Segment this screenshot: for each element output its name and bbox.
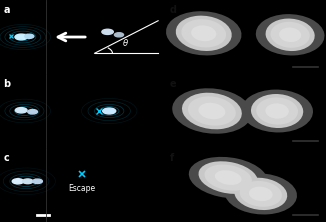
Ellipse shape	[181, 19, 226, 48]
Ellipse shape	[240, 181, 282, 207]
Ellipse shape	[199, 161, 258, 194]
Ellipse shape	[266, 19, 315, 51]
Circle shape	[103, 108, 116, 114]
Circle shape	[25, 34, 34, 38]
Ellipse shape	[256, 97, 298, 125]
Circle shape	[33, 179, 42, 184]
Ellipse shape	[215, 170, 242, 185]
Ellipse shape	[265, 103, 289, 119]
Text: f: f	[170, 153, 174, 163]
Ellipse shape	[176, 16, 232, 51]
Circle shape	[12, 179, 24, 184]
Ellipse shape	[241, 89, 313, 133]
Ellipse shape	[251, 94, 303, 128]
Text: Escape: Escape	[68, 184, 95, 192]
Circle shape	[102, 29, 113, 34]
Ellipse shape	[204, 165, 252, 191]
Text: d: d	[170, 5, 176, 15]
Text: c: c	[3, 153, 9, 163]
Ellipse shape	[189, 157, 268, 198]
Circle shape	[15, 108, 27, 113]
Circle shape	[22, 179, 33, 184]
Ellipse shape	[279, 28, 301, 42]
Ellipse shape	[225, 173, 297, 214]
Ellipse shape	[234, 178, 287, 210]
Ellipse shape	[271, 22, 310, 48]
Text: $\theta$: $\theta$	[122, 37, 129, 48]
Text: b: b	[3, 79, 10, 89]
Ellipse shape	[249, 187, 273, 201]
Ellipse shape	[199, 103, 225, 119]
Text: e: e	[170, 79, 176, 89]
Ellipse shape	[172, 88, 252, 134]
Ellipse shape	[256, 14, 324, 56]
Circle shape	[28, 109, 37, 114]
Ellipse shape	[182, 93, 242, 129]
Circle shape	[114, 33, 124, 37]
Circle shape	[15, 34, 27, 40]
Ellipse shape	[166, 11, 242, 56]
Ellipse shape	[191, 25, 216, 41]
Ellipse shape	[188, 96, 236, 126]
Text: a: a	[3, 5, 10, 15]
